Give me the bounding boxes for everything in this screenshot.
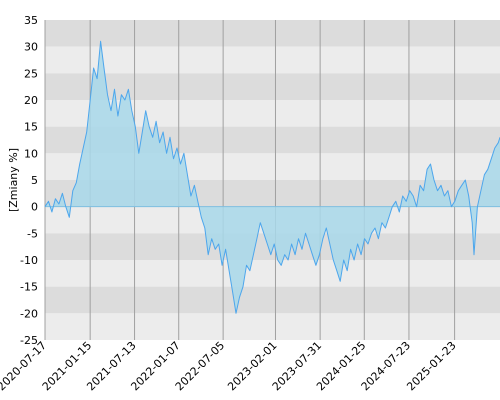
y-tick-label: 15 <box>24 121 38 134</box>
y-axis-label: [Zmiany %] <box>7 148 20 212</box>
y-tick-label: -25 <box>20 334 38 347</box>
y-tick-label: 30 <box>24 41 38 54</box>
y-tick-label: 0 <box>31 201 38 214</box>
series-area-fill <box>45 41 500 314</box>
vertical-gridlines <box>44 20 456 340</box>
y-tick-label: -20 <box>20 307 38 320</box>
background-band <box>45 313 500 340</box>
x-tick-label: 2025-01-23 <box>404 339 458 393</box>
x-tick-labels: 2020-07-172021-01-152021-07-132022-01-07… <box>0 339 459 393</box>
y-tick-label: -5 <box>27 227 38 240</box>
background-band <box>45 260 500 287</box>
y-tick-label: 35 <box>24 14 38 27</box>
background-band <box>45 286 500 314</box>
y-tick-label: 10 <box>24 147 38 160</box>
y-tick-label: 5 <box>31 174 38 187</box>
y-tick-label: 20 <box>24 94 38 107</box>
y-tick-label: 25 <box>24 67 38 80</box>
y-tick-labels: 35 30 25 20 15 10 5 0 -5 -10 -15 -20 -25 <box>20 14 38 347</box>
series-line <box>44 40 500 314</box>
y-tick-label: -15 <box>20 281 38 294</box>
background-band <box>45 46 500 74</box>
y-tick-label: -10 <box>20 254 38 267</box>
background-band <box>45 20 500 47</box>
